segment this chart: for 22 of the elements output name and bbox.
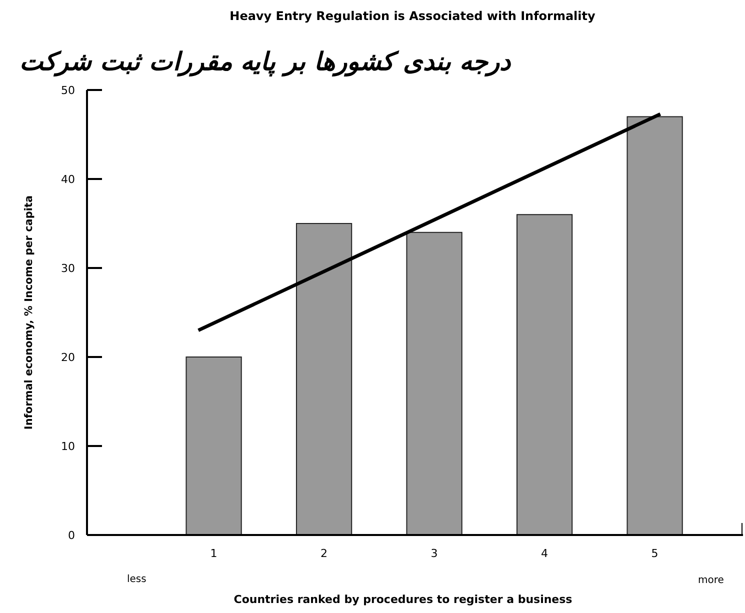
y-tick-label: 50	[61, 84, 75, 97]
x-tick-label: 5	[651, 547, 658, 560]
x-tick-label: 3	[430, 547, 438, 560]
x-axis-title: Countries ranked by procedures to register a business	[234, 593, 573, 606]
y-tick-label: 20	[61, 350, 75, 364]
y-tick-label: 0	[68, 528, 75, 542]
bar	[296, 223, 352, 536]
y-axis-title: Informal economy, % Income per capita	[23, 195, 35, 430]
bar	[516, 214, 573, 536]
text: more	[698, 575, 724, 586]
text: less	[127, 574, 146, 585]
x-tick-label: 2	[320, 547, 328, 560]
x-tick-label: 1	[210, 547, 218, 560]
y-tick-label: 10	[61, 440, 75, 453]
bar	[186, 356, 242, 536]
bar	[626, 116, 683, 536]
y-tick-label: 40	[61, 172, 75, 186]
bar	[406, 232, 462, 536]
x-tick-label: 4	[541, 547, 548, 560]
chart-title: Heavy Entry Regulation is Associated with Informality	[230, 9, 596, 23]
chart-subtitle: درجه بندی کشورها بر پایه مقررات ثبت شرکت	[20, 47, 512, 77]
y-tick-label: 30	[61, 262, 75, 275]
